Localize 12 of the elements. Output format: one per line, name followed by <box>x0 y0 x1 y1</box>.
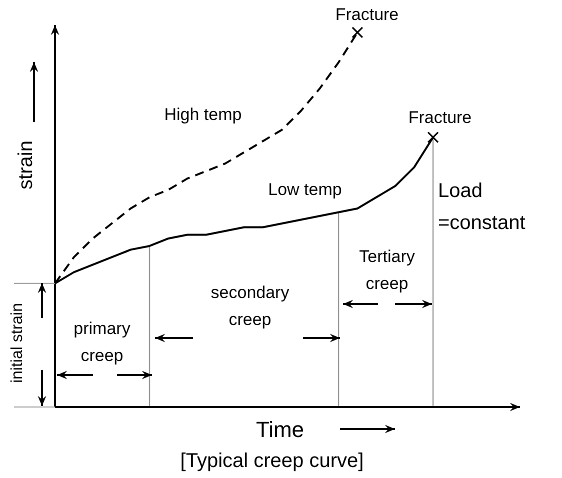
x-axis-title: Time <box>256 417 304 442</box>
annotation: secondary creep <box>210 283 290 330</box>
annotation: Tertiary creep <box>359 247 416 294</box>
series-label: High temp <box>164 105 242 124</box>
text: initial strain <box>9 302 26 384</box>
y-axis-title: strain <box>15 140 37 190</box>
text: [Typical creep curve] <box>180 450 364 472</box>
annotation: Load =constant <box>438 180 526 234</box>
text: Fracture <box>335 5 399 24</box>
annotation: primary creep <box>74 319 131 366</box>
annotation: Fracture <box>408 108 472 127</box>
series-label: Low temp <box>268 180 342 199</box>
